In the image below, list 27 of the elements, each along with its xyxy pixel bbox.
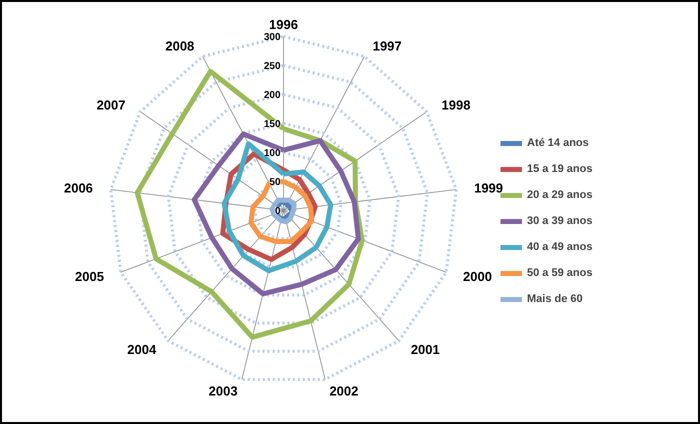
spoke-label: 1998 xyxy=(442,97,470,112)
spoke-label: 2000 xyxy=(463,268,492,284)
y-tick-label: 100 xyxy=(264,148,281,159)
spoke-label: 2005 xyxy=(75,268,104,284)
spoke-label: 1997 xyxy=(372,38,402,54)
spoke-label: 1996 xyxy=(269,17,298,32)
spoke-label: 2002 xyxy=(329,384,358,399)
spoke-label: 2003 xyxy=(208,384,238,399)
y-tick-label: 0 xyxy=(274,206,281,217)
y-tick-label: 200 xyxy=(264,90,281,101)
y-tick-label: 250 xyxy=(264,61,281,72)
legend-label: 40 a 49 anos xyxy=(527,241,592,253)
legend-label: 20 a 29 anos xyxy=(527,189,592,201)
spoke-label: 2006 xyxy=(64,180,93,196)
spoke-label: 2008 xyxy=(165,38,194,54)
y-tick-label: 150 xyxy=(264,119,281,130)
spoke-label: 2007 xyxy=(96,97,126,112)
legend-label: 15 a 19 anos xyxy=(527,163,592,175)
legend-label: Mais de 60 xyxy=(527,293,583,305)
spoke-label: 1999 xyxy=(474,180,504,196)
y-tick-label: 300 xyxy=(264,32,281,43)
spoke-label: 2004 xyxy=(127,342,157,358)
spoke-label: 2001 xyxy=(410,342,440,358)
legend-label: 50 a 59 anos xyxy=(527,267,592,279)
y-tick-label: 50 xyxy=(269,177,281,188)
legend-label: Até 14 anos xyxy=(527,137,589,149)
legend-label: 30 a 39 anos xyxy=(527,215,592,227)
